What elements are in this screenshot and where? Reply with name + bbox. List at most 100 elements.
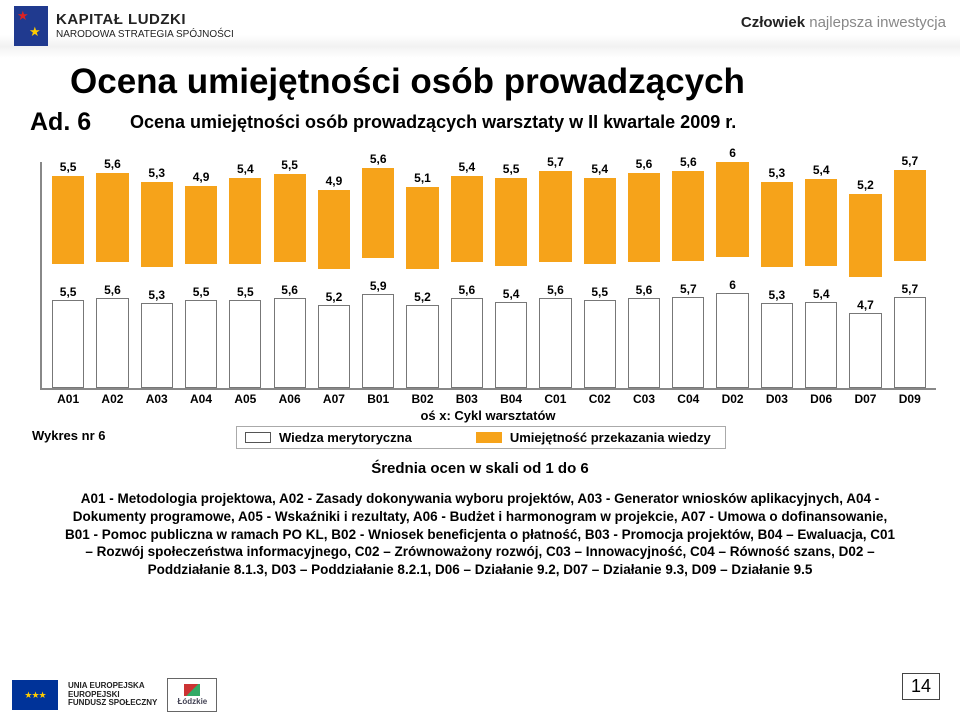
category-label: A03 — [146, 392, 168, 406]
page-number: 14 — [902, 673, 940, 700]
kapital-ludzki-logo: KAPITAŁ LUDZKI NARODOWA STRATEGIA SPÓJNO… — [14, 6, 234, 46]
bar-value-label: 5,6 — [362, 152, 394, 166]
wykres-label: Wykres nr 6 — [32, 428, 105, 443]
bar-white: 5,2 — [406, 305, 438, 388]
bar-group: 5,45,5C02 — [580, 162, 620, 388]
bar-orange: 5,2 — [849, 194, 881, 277]
category-label: B04 — [500, 392, 522, 406]
bar-value-label: 5,4 — [806, 287, 836, 301]
bar-orange: 4,9 — [318, 190, 350, 268]
bar-value-label: 5,6 — [452, 283, 482, 297]
kapital-small: NARODOWA STRATEGIA SPÓJNOŚCI — [56, 29, 234, 40]
bar-value-label: 5,3 — [761, 166, 793, 180]
bar-value-label: 5,3 — [141, 166, 173, 180]
category-label: C02 — [589, 392, 611, 406]
bar-group: 66D02 — [712, 162, 752, 388]
chart-plot-area: 5,55,5A015,65,6A025,35,3A034,95,5A045,45… — [40, 162, 936, 390]
bar-value-label: 5,6 — [672, 155, 704, 169]
bar-value-label: 5,1 — [406, 171, 438, 185]
bar-value-label: 5,4 — [229, 162, 261, 176]
lodzkie-triangle-icon — [184, 684, 200, 696]
bar-orange: 5,5 — [495, 178, 527, 266]
bar-group: 5,24,7D07 — [845, 162, 885, 388]
category-label: B03 — [456, 392, 478, 406]
bar-value-label: 5,5 — [230, 285, 260, 299]
bar-value-label: 4,9 — [318, 174, 350, 188]
legend-swatch-orange — [476, 432, 502, 443]
bar-white: 5,9 — [362, 294, 394, 388]
footer-logos: ★★★ UNIA EUROPEJSKA EUROPEJSKI FUNDUSZ S… — [12, 678, 217, 712]
bar-value-label: 5,5 — [274, 158, 306, 172]
bar-value-label: 5,4 — [584, 162, 616, 176]
ad-label: Ad. 6 — [30, 108, 91, 137]
legend-item-wiedza: Wiedza merytoryczna — [245, 430, 412, 445]
bar-value-label: 5,9 — [363, 279, 393, 293]
bar-value-label: 5,5 — [495, 162, 527, 176]
bar-group: 5,75,7D09 — [890, 162, 930, 388]
eu-flag-icon: ★★★ — [12, 680, 58, 710]
category-label: D09 — [899, 392, 921, 406]
bar-white: 5,6 — [274, 298, 306, 388]
bar-group: 5,75,6C01 — [535, 162, 575, 388]
bar-white: 5,5 — [185, 300, 217, 388]
bar-orange: 5,1 — [406, 187, 438, 269]
category-label: A02 — [101, 392, 123, 406]
bar-white: 5,7 — [672, 297, 704, 388]
bar-group: 5,65,9B01 — [358, 162, 398, 388]
bar-value-label: 5,5 — [585, 285, 615, 299]
bar-value-label: 5,6 — [540, 283, 570, 297]
bar-value-label: 5,4 — [451, 160, 483, 174]
bar-value-label: 5,7 — [895, 282, 925, 296]
bar-orange: 5,5 — [52, 176, 84, 264]
category-label: C03 — [633, 392, 655, 406]
bar-value-label: 5,6 — [97, 283, 127, 297]
chart: 5,55,5A015,65,6A025,35,3A034,95,5A045,45… — [40, 162, 936, 446]
czlowiek-tagline: Człowiek najlepsza inwestycja — [741, 6, 946, 31]
lodzkie-logo: Łódzkie — [167, 678, 217, 712]
category-label: D03 — [766, 392, 788, 406]
bar-value-label: 5,6 — [629, 283, 659, 297]
bar-value-label: 5,5 — [53, 285, 83, 299]
bar-value-label: 5,3 — [762, 288, 792, 302]
bar-group: 5,35,3A03 — [137, 162, 177, 388]
category-label: B01 — [367, 392, 389, 406]
bar-value-label: 5,6 — [275, 283, 305, 297]
bar-orange: 5,4 — [229, 178, 261, 264]
bar-group: 5,65,6A02 — [92, 162, 132, 388]
bar-group: 5,45,4D06 — [801, 162, 841, 388]
bar-white: 5,4 — [805, 302, 837, 388]
bar-orange: 6 — [716, 162, 748, 257]
bar-value-label: 4,7 — [850, 298, 880, 312]
footnote-codes: A01 - Metodologia projektowa, A02 - Zasa… — [60, 490, 900, 579]
bar-white: 5,6 — [539, 298, 571, 388]
bar-orange: 5,7 — [539, 171, 571, 262]
bar-value-label: 5,2 — [319, 290, 349, 304]
bar-group: 5,35,3D03 — [757, 162, 797, 388]
category-label: B02 — [412, 392, 434, 406]
bar-group: 5,55,4B04 — [491, 162, 531, 388]
bar-orange: 5,6 — [96, 173, 128, 263]
bar-group: 5,55,6A06 — [269, 162, 309, 388]
bar-value-label: 5,7 — [894, 154, 926, 168]
category-label: D06 — [810, 392, 832, 406]
bar-value-label: 6 — [717, 278, 747, 292]
lodzkie-label: Łódzkie — [177, 697, 207, 706]
bar-value-label: 5,7 — [673, 282, 703, 296]
bar-orange: 5,6 — [628, 173, 660, 263]
bar-value-label: 5,6 — [628, 157, 660, 171]
legend: Wiedza merytoryczna Umiejętność przekaza… — [236, 426, 726, 449]
category-label: C01 — [544, 392, 566, 406]
bar-value-label: 4,9 — [185, 170, 217, 184]
bar-white: 5,2 — [318, 305, 350, 388]
legend-swatch-white — [245, 432, 271, 443]
category-label: C04 — [677, 392, 699, 406]
bar-group: 5,45,5A05 — [225, 162, 265, 388]
bar-white: 4,7 — [849, 313, 881, 388]
bar-value-label: 5,4 — [496, 287, 526, 301]
bar-value-label: 6 — [716, 146, 748, 160]
bar-orange: 5,5 — [274, 174, 306, 262]
bar-white: 5,3 — [761, 303, 793, 388]
bar-value-label: 5,2 — [407, 290, 437, 304]
legend-label-2: Umiejętność przekazania wiedzy — [510, 430, 711, 445]
top-banner: KAPITAŁ LUDZKI NARODOWA STRATEGIA SPÓJNO… — [0, 0, 960, 58]
